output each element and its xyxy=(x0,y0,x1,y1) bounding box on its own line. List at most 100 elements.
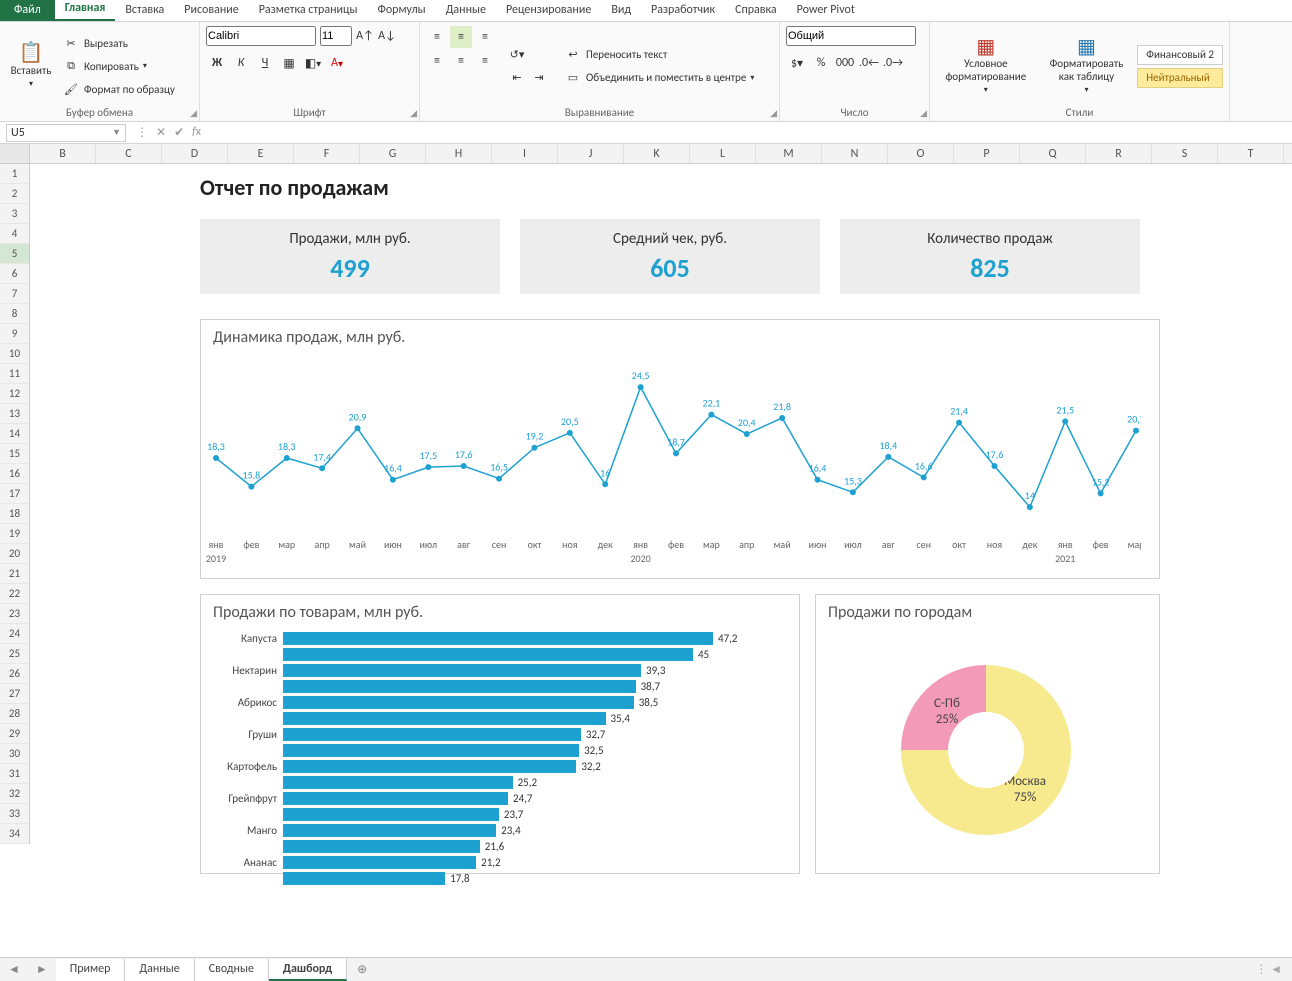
col-header[interactable]: I xyxy=(492,144,558,163)
cell-style-2[interactable]: Нейтральный xyxy=(1137,68,1223,88)
row-headers[interactable]: 1234567891011121314151617181920212223242… xyxy=(0,164,30,844)
formula-menu-icon[interactable]: ⋮ xyxy=(136,125,148,140)
row-header[interactable]: 13 xyxy=(0,404,29,424)
col-header[interactable]: S xyxy=(1152,144,1218,163)
menu-tab-7[interactable]: Рецензирование xyxy=(496,0,601,21)
row-header[interactable]: 9 xyxy=(0,324,29,344)
row-header[interactable]: 29 xyxy=(0,724,29,744)
select-all-corner[interactable] xyxy=(0,144,30,163)
dec-dec-icon[interactable]: .0→ xyxy=(882,52,904,74)
align-right-icon[interactable]: ≡ xyxy=(474,50,496,72)
col-header[interactable]: O xyxy=(888,144,954,163)
percent-icon[interactable]: % xyxy=(810,52,832,74)
row-header[interactable]: 32 xyxy=(0,784,29,804)
font-name-input[interactable] xyxy=(206,26,316,46)
chevron-down-icon[interactable]: ▼ xyxy=(112,127,121,138)
row-header[interactable]: 25 xyxy=(0,644,29,664)
align-left-icon[interactable]: ≡ xyxy=(426,50,448,72)
add-sheet-button[interactable]: ⊕ xyxy=(347,962,377,977)
row-header[interactable]: 17 xyxy=(0,484,29,504)
menu-tab-0[interactable]: Файл xyxy=(0,0,55,21)
row-header[interactable]: 26 xyxy=(0,664,29,684)
col-header[interactable]: B xyxy=(30,144,96,163)
row-header[interactable]: 21 xyxy=(0,564,29,584)
row-header[interactable]: 14 xyxy=(0,424,29,444)
font-launcher-icon[interactable]: ◢ xyxy=(410,108,417,119)
font-color-button[interactable]: A▾ xyxy=(326,52,348,74)
row-header[interactable]: 33 xyxy=(0,804,29,824)
number-launcher-icon[interactable]: ◢ xyxy=(920,108,927,119)
tab-scroll-icon[interactable]: ⋮ ◄ xyxy=(1245,962,1292,977)
cut-button[interactable]: ✂Вырезать xyxy=(62,33,175,53)
row-header[interactable]: 27 xyxy=(0,684,29,704)
merge-button[interactable]: ▭Объединить и поместить в центре ▾ xyxy=(564,68,754,88)
row-header[interactable]: 23 xyxy=(0,604,29,624)
conditional-fmt-button[interactable]: ▦ Условное форматирование▾ xyxy=(936,26,1036,106)
menu-tab-8[interactable]: Вид xyxy=(601,0,641,21)
row-header[interactable]: 1 xyxy=(0,164,29,184)
column-headers[interactable]: BCDEFGHIJKLMNOPQRST xyxy=(0,144,1292,164)
sheet-tab[interactable]: Сводные xyxy=(195,959,269,981)
row-header[interactable]: 15 xyxy=(0,444,29,464)
indent-dec-icon[interactable]: ⇤ xyxy=(508,69,526,87)
menu-tab-3[interactable]: Рисование xyxy=(174,0,248,21)
format-painter-button[interactable]: 🖌Формат по образцу xyxy=(62,79,175,99)
col-header[interactable]: K xyxy=(624,144,690,163)
menu-tab-1[interactable]: Главная xyxy=(55,0,116,21)
comma-icon[interactable]: 000 xyxy=(834,52,856,74)
align-mid-icon[interactable]: ≡ xyxy=(450,26,472,48)
menu-tab-5[interactable]: Формулы xyxy=(367,0,435,21)
col-header[interactable]: C xyxy=(96,144,162,163)
format-as-table-button[interactable]: ▦ Форматировать как таблицу▾ xyxy=(1042,26,1132,106)
decrease-font-icon[interactable]: A↓ xyxy=(378,27,396,45)
menu-tab-9[interactable]: Разработчик xyxy=(641,0,725,21)
orientation-icon[interactable]: ↺▾ xyxy=(508,46,526,64)
col-header[interactable]: P xyxy=(954,144,1020,163)
paste-button[interactable]: 📋 Вставить ▾ xyxy=(6,26,56,106)
row-header[interactable]: 19 xyxy=(0,524,29,544)
cell-style-1[interactable]: Финансовый 2 xyxy=(1137,45,1223,65)
row-header[interactable]: 34 xyxy=(0,824,29,844)
row-header[interactable]: 7 xyxy=(0,284,29,304)
row-header[interactable]: 4 xyxy=(0,224,29,244)
row-header[interactable]: 31 xyxy=(0,764,29,784)
currency-icon[interactable]: $▾ xyxy=(786,52,808,74)
sheet-tab[interactable]: Пример xyxy=(56,959,126,981)
col-header[interactable]: T xyxy=(1218,144,1284,163)
clipboard-launcher-icon[interactable]: ◢ xyxy=(190,108,197,119)
row-header[interactable]: 28 xyxy=(0,704,29,724)
col-header[interactable]: E xyxy=(228,144,294,163)
row-header[interactable]: 18 xyxy=(0,504,29,524)
sheet-tab[interactable]: Дашборд xyxy=(269,959,347,981)
sheet-nav-right-icon[interactable]: ► xyxy=(28,962,56,977)
row-header[interactable]: 10 xyxy=(0,344,29,364)
col-header[interactable]: R xyxy=(1086,144,1152,163)
menu-tab-4[interactable]: Разметка страницы xyxy=(249,0,368,21)
menu-tab-6[interactable]: Данные xyxy=(436,0,496,21)
row-header[interactable]: 5 xyxy=(0,244,29,264)
fill-color-button[interactable]: ◧▾ xyxy=(302,52,324,74)
col-header[interactable]: D xyxy=(162,144,228,163)
wrap-text-button[interactable]: ↩Переносить текст xyxy=(564,45,754,65)
row-header[interactable]: 8 xyxy=(0,304,29,324)
align-center-icon[interactable]: ≡ xyxy=(450,50,472,72)
col-header[interactable]: G xyxy=(360,144,426,163)
col-header[interactable]: Q xyxy=(1020,144,1086,163)
increase-font-icon[interactable]: A↑ xyxy=(356,27,374,45)
sheet-tab[interactable]: Данные xyxy=(125,959,194,981)
col-header[interactable]: N xyxy=(822,144,888,163)
row-header[interactable]: 12 xyxy=(0,384,29,404)
menu-tab-11[interactable]: Power Pivot xyxy=(787,0,865,21)
sheet-nav-left-icon[interactable]: ◄ xyxy=(0,962,28,977)
italic-button[interactable]: К xyxy=(230,52,252,74)
font-size-input[interactable] xyxy=(320,26,352,46)
col-header[interactable]: J xyxy=(558,144,624,163)
cancel-icon[interactable]: ✕ xyxy=(156,125,166,140)
alignment-launcher-icon[interactable]: ◢ xyxy=(770,108,777,119)
row-header[interactable]: 24 xyxy=(0,624,29,644)
align-bot-icon[interactable]: ≡ xyxy=(474,26,496,48)
row-header[interactable]: 30 xyxy=(0,744,29,764)
row-header[interactable]: 11 xyxy=(0,364,29,384)
worksheet-canvas[interactable]: Отчет по продажам Продажи, млн руб.499Ср… xyxy=(30,164,1292,844)
row-header[interactable]: 6 xyxy=(0,264,29,284)
